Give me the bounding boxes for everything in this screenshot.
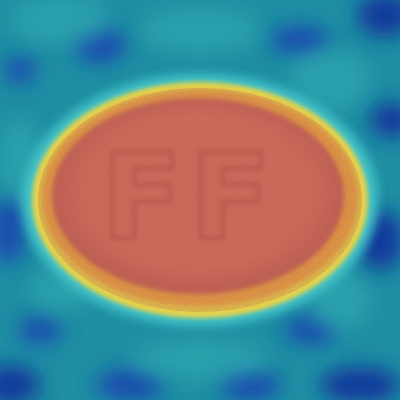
imprint-text: FF — [101, 128, 278, 266]
cold-blob — [4, 56, 36, 84]
cold-blob — [18, 316, 62, 344]
cold-blob — [320, 367, 400, 400]
cold-blob — [96, 369, 164, 400]
cold-blob — [0, 196, 26, 264]
teal-patch — [10, 0, 110, 45]
teal-patch — [130, 340, 270, 380]
cold-blob — [0, 365, 40, 400]
teal-patch — [290, 50, 370, 110]
tablet-imprint: FF — [99, 126, 278, 268]
teal-patch — [140, 8, 260, 52]
cold-blob — [270, 26, 330, 54]
cold-blob — [357, 0, 400, 37]
tablet-texture — [38, 88, 362, 312]
cold-blob — [370, 102, 400, 138]
